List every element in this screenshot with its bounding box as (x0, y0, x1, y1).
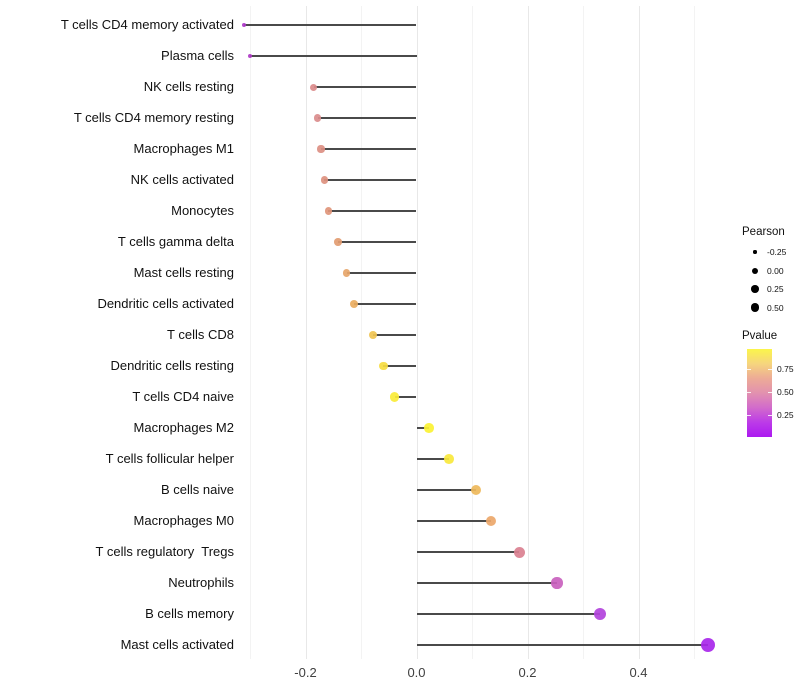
y-axis-label: Mast cells resting (133, 265, 234, 280)
major-gridline (416, 6, 418, 659)
colorbar-tick-label: 0.50 (777, 387, 794, 398)
major-gridline (305, 6, 307, 659)
y-axis-label: Dendritic cells activated (97, 296, 234, 311)
x-axis-tick-label: 0.4 (629, 665, 648, 680)
pearson-legend-dot (751, 285, 759, 293)
colorbar-tick-label: 0.25 (777, 410, 794, 421)
y-axis-label: Plasma cells (161, 48, 234, 63)
colorbar-tick-label: 0.75 (777, 364, 794, 375)
major-gridline (527, 6, 529, 659)
lollipop-stem (244, 24, 417, 26)
lollipop-dot (310, 83, 318, 91)
x-axis-tick-label: 0.0 (407, 665, 426, 680)
lollipop-dot (342, 269, 351, 277)
lollipop-stem (416, 551, 520, 553)
lollipop-dot (242, 23, 247, 27)
lollipop-dot (470, 485, 481, 495)
y-axis-label: NK cells resting (143, 79, 234, 94)
lollipop-stem (383, 365, 417, 367)
minor-gridline (472, 6, 473, 659)
lollipop-dot (551, 577, 563, 589)
colorbar-tick-mark (768, 392, 772, 394)
lollipop-dot (334, 238, 343, 246)
lollipop-dot (349, 300, 358, 308)
lollipop-dot (320, 176, 329, 184)
lollipop-stem (321, 148, 417, 150)
lollipop-stem (373, 334, 417, 336)
colorbar-tick-mark (768, 369, 772, 371)
y-axis-label: Macrophages M2 (133, 420, 234, 435)
minor-gridline (361, 6, 362, 659)
minor-gridline (583, 6, 584, 659)
lollipop-dot (444, 454, 455, 464)
lollipop-stem (416, 644, 708, 646)
lollipop-dot (378, 361, 388, 371)
y-axis-label: T cells CD4 memory resting (73, 110, 234, 125)
y-axis-label: Dendritic cells resting (110, 358, 234, 373)
pearson-legend-title: Pearson (742, 226, 785, 238)
y-axis-label: Neutrophils (168, 575, 234, 590)
pearson-legend-dot (750, 303, 760, 312)
lollipop-dot (247, 53, 253, 59)
y-axis-label: T cells CD4 memory activated (60, 17, 234, 32)
colorbar-tick-mark (747, 415, 751, 417)
lollipop-dot (423, 423, 434, 433)
pearson-legend-dot (753, 250, 757, 254)
x-axis-tick-label: 0.2 (518, 665, 537, 680)
lollipop-dot (369, 330, 378, 340)
y-axis-label: Mast cells activated (120, 637, 234, 652)
lollipop-dot (700, 637, 716, 653)
major-gridline (638, 6, 640, 659)
pearson-legend-label: 0.25 (767, 284, 784, 294)
colorbar-tick-mark (768, 415, 772, 417)
y-axis-label: NK cells activated (130, 172, 234, 187)
y-axis-label: Monocytes (171, 203, 234, 218)
x-axis-tick-label: -0.2 (294, 665, 317, 680)
lollipop-stem (416, 582, 557, 584)
lollipop-stem (324, 179, 417, 181)
y-axis-label: Macrophages M0 (133, 513, 234, 528)
lollipop-dot (593, 607, 607, 621)
y-axis-label: B cells naive (161, 482, 234, 497)
lollipop-stem (353, 303, 417, 305)
y-axis-label: B cells memory (145, 606, 234, 621)
minor-gridline (250, 6, 251, 659)
lollipop-stem (394, 396, 417, 398)
lollipop-stem (250, 55, 417, 57)
lollipop-dot (485, 515, 497, 527)
lollipop-dot (513, 546, 525, 558)
lollipop-stem (328, 210, 417, 212)
colorbar-tick-mark (747, 369, 751, 371)
lollipop-stem (416, 458, 450, 460)
minor-gridline (694, 6, 695, 659)
lollipop-stem (338, 241, 417, 243)
lollipop-stem (416, 613, 601, 615)
lollipop-stem (416, 520, 491, 522)
y-axis-label: T cells CD4 naive (132, 389, 234, 404)
lollipop-stem (317, 117, 417, 119)
lollipop-stem (346, 272, 417, 274)
lollipop-stem (313, 86, 417, 88)
lollipop-dot (390, 392, 400, 402)
y-axis-label: T cells regulatory Tregs (95, 544, 234, 559)
pearson-legend-label: 0.00 (767, 265, 784, 276)
pvalue-colorbar (747, 349, 772, 437)
lollipop-dot (314, 114, 322, 122)
pearson-legend-label: 0.50 (767, 302, 784, 313)
y-axis-label: Macrophages M1 (133, 141, 234, 156)
y-axis-label: T cells gamma delta (117, 234, 234, 249)
y-axis-label: T cells follicular helper (105, 451, 234, 466)
lollipop-stem (416, 489, 476, 491)
pearson-legend-dot (752, 267, 758, 274)
lollipop-dot (324, 207, 332, 215)
pvalue-legend-title: Pvalue (742, 330, 778, 342)
colorbar-tick-mark (747, 392, 751, 394)
pearson-legend-label: -0.25 (767, 247, 787, 257)
lollipop-dot (317, 145, 325, 153)
lollipop-stem (416, 427, 429, 429)
y-axis-label: T cells CD8 (167, 327, 234, 342)
